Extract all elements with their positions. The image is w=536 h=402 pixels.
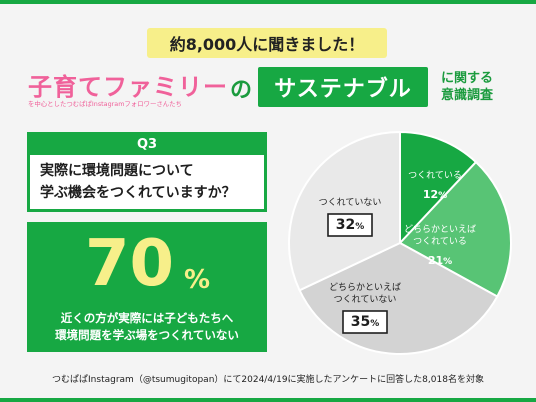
footnote: つむぱぱInstagram（@tsumugitopan）にて2024/4/19に…: [52, 375, 484, 385]
pie-value: 12%: [423, 188, 447, 201]
survey-title: に関する 意識調査: [441, 70, 493, 104]
pie-slice-0: [399, 130, 478, 246]
pie-label-text: つくれていない: [334, 294, 397, 305]
question-label: Q3: [30, 135, 264, 155]
pie-label-text: どちらかといえば: [404, 224, 476, 235]
answer-text: 近くの方が実際には子どもたちへ 環境問題を学ぶ場をつくれていない: [27, 310, 267, 344]
question-line2: 学ぶ機会をつくれていますか？: [40, 185, 236, 201]
pie-value: 35%: [351, 314, 380, 330]
answer-line2: 環境問題を学ぶ場をつくれていない: [55, 328, 239, 342]
pie-label-0: つくれている 12%: [408, 170, 462, 201]
pie-value-box: [327, 213, 373, 237]
answer-card: 70 % 近くの方が実際には子どもたちへ 環境問題を学ぶ場をつくれていない: [27, 222, 267, 352]
answer-percent-unit: %: [184, 265, 211, 295]
pie-label-text: つくれている: [413, 236, 467, 247]
pie-value: 32%: [336, 217, 365, 233]
question-text: 実際に環境問題について 学ぶ機会をつくれていますか？: [30, 155, 264, 209]
answer-percent: 70: [85, 227, 175, 301]
theme-badge: サステナブル: [258, 67, 428, 107]
pie-label-text: つくれていない: [319, 197, 382, 208]
question-card: Q3 実際に環境問題について 学ぶ機会をつくれていますか？: [27, 132, 267, 212]
question-line1: 実際に環境問題について: [40, 163, 194, 179]
survey-title-line2: 意識調査: [441, 88, 494, 103]
pie-label-3: つくれていない 32%: [319, 197, 382, 237]
title-subtext: を中心としたつむぱぱInstagramフォロワーさんたち: [28, 100, 182, 108]
pie-slice-3: [288, 130, 401, 292]
pie-label-text: どちらかといえば: [329, 282, 401, 293]
pie-value-box: [342, 310, 388, 334]
title-family: 子育てファミリー: [28, 73, 228, 101]
title-connector: の: [230, 78, 253, 103]
answer-line1: 近くの方が実際には子どもたちへ: [60, 311, 234, 325]
headline-banner: 約8,000人に聞きました！: [147, 28, 387, 58]
pie-slice-1: [398, 160, 512, 298]
pie-label-text: つくれている: [408, 170, 462, 181]
survey-title-line1: に関する: [441, 71, 494, 86]
pie-value: 21%: [428, 254, 452, 267]
